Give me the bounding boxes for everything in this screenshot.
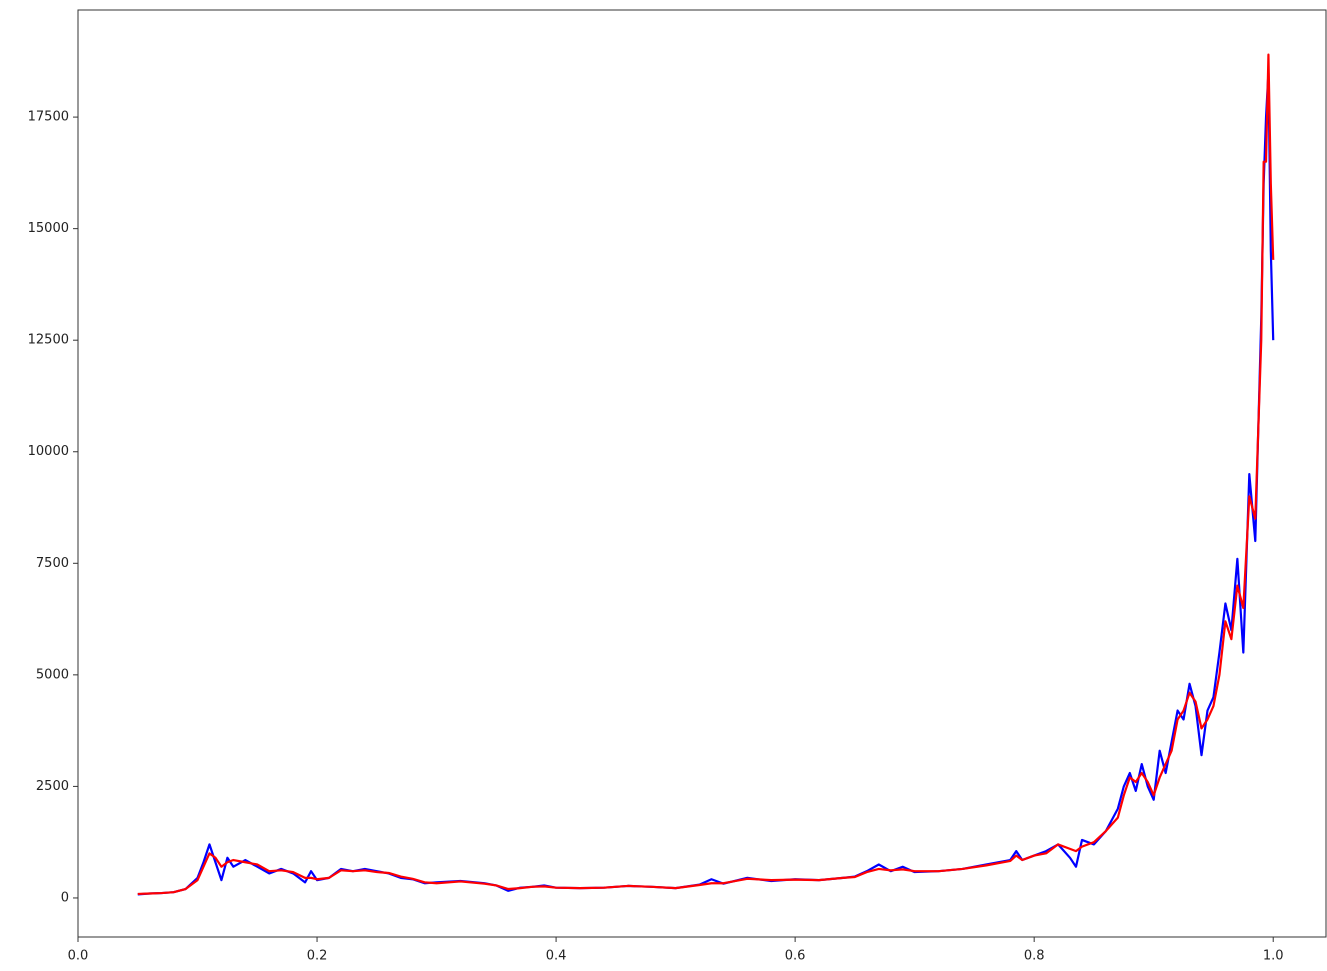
x-tick-label: 0.4 (546, 949, 567, 964)
x-tick-label: 0.0 (68, 949, 89, 964)
y-tick-label: 5000 (36, 667, 69, 682)
x-tick-label: 0.2 (307, 949, 328, 964)
y-tick-label: 0 (61, 890, 69, 905)
series-line (137, 71, 1275, 896)
x-tick-label: 0.6 (785, 949, 806, 964)
series-line (137, 53, 1275, 896)
y-tick-label: 7500 (36, 556, 69, 571)
y-tick-label: 15000 (28, 221, 69, 236)
x-tick-label: 0.8 (1024, 949, 1045, 964)
y-tick-label: 10000 (28, 444, 69, 459)
y-tick-label: 17500 (28, 110, 69, 125)
x-tick-label: 1.0 (1263, 949, 1284, 964)
plot-frame (77, 9, 1327, 938)
y-tick-label: 12500 (28, 333, 69, 348)
y-tick-label: 2500 (36, 779, 69, 794)
